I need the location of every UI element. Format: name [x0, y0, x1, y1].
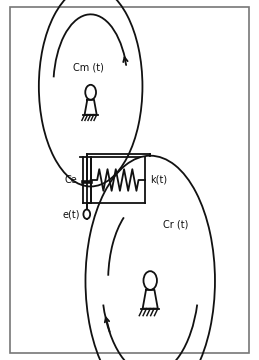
Text: e(t): e(t) [63, 209, 80, 219]
Text: Cr (t): Cr (t) [163, 220, 189, 230]
FancyBboxPatch shape [10, 7, 249, 353]
Text: k(t): k(t) [150, 175, 167, 185]
Text: Cm (t): Cm (t) [73, 62, 104, 72]
Circle shape [83, 210, 90, 219]
Text: Ce: Ce [65, 175, 78, 185]
